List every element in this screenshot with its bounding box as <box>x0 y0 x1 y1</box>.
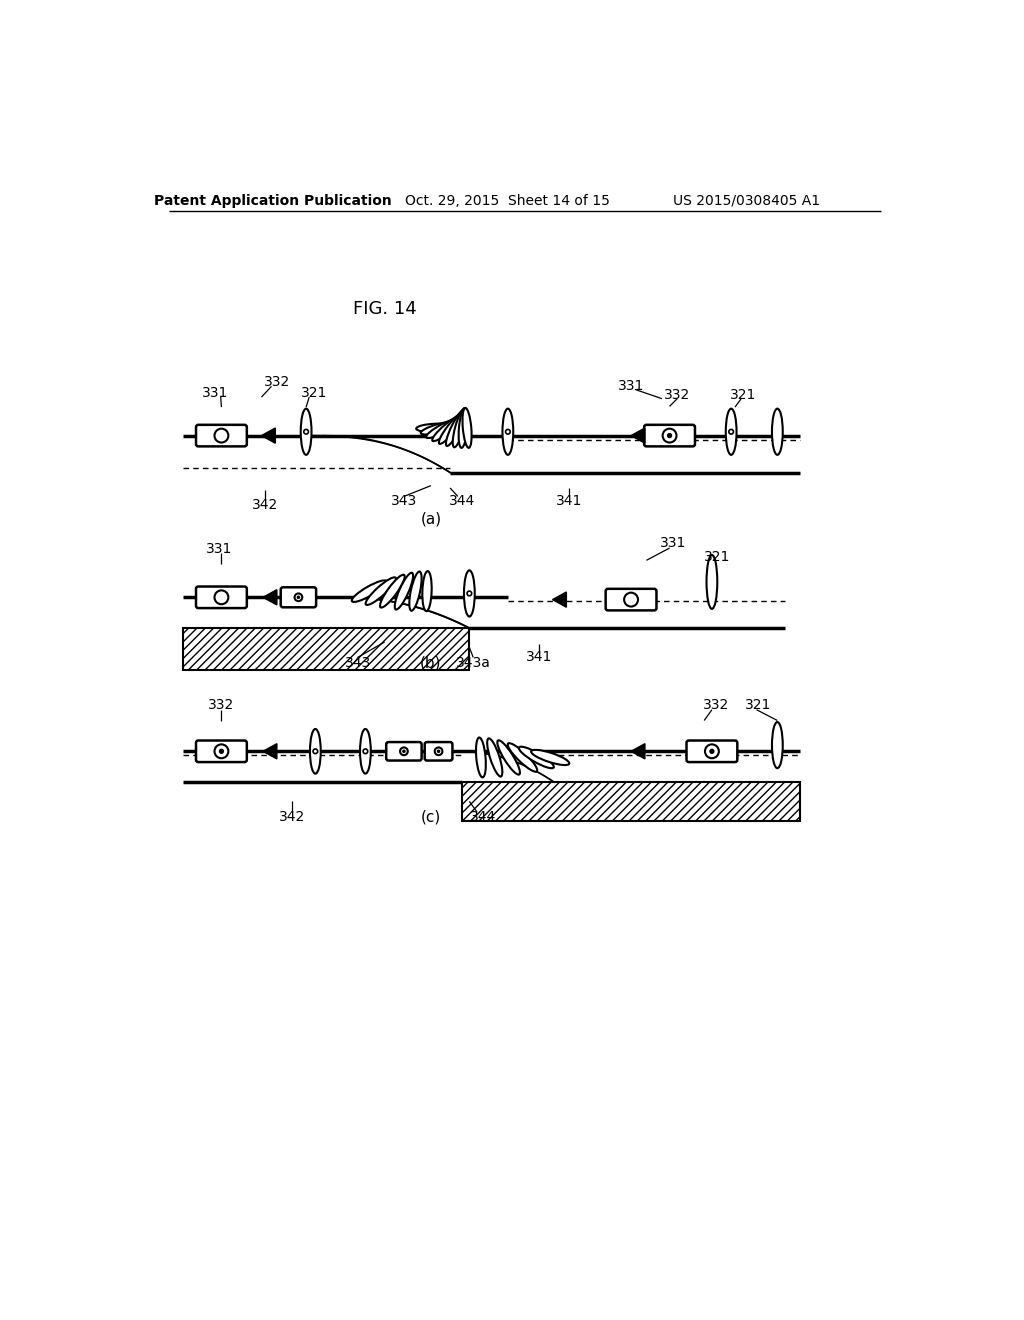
Ellipse shape <box>453 408 466 447</box>
Polygon shape <box>553 591 566 607</box>
Text: 331: 331 <box>660 536 687 550</box>
Text: 342: 342 <box>252 498 279 512</box>
Ellipse shape <box>476 738 485 777</box>
Ellipse shape <box>301 409 311 455</box>
Text: 332: 332 <box>665 388 690 401</box>
Text: 321: 321 <box>729 388 756 401</box>
Ellipse shape <box>432 414 464 441</box>
Ellipse shape <box>503 409 513 455</box>
Text: 331: 331 <box>206 541 232 556</box>
Circle shape <box>214 744 228 758</box>
Polygon shape <box>261 428 275 444</box>
Ellipse shape <box>498 741 520 775</box>
Text: FIG. 14: FIG. 14 <box>353 300 417 318</box>
Circle shape <box>304 429 308 434</box>
Text: 343: 343 <box>391 494 417 508</box>
Text: 341: 341 <box>525 651 552 664</box>
Circle shape <box>364 748 368 754</box>
Ellipse shape <box>410 572 422 611</box>
Text: 332: 332 <box>264 375 290 388</box>
Ellipse shape <box>459 408 468 447</box>
Ellipse shape <box>421 421 460 434</box>
Ellipse shape <box>352 581 387 602</box>
Text: (c): (c) <box>421 809 441 824</box>
Ellipse shape <box>445 409 465 446</box>
Ellipse shape <box>422 572 432 611</box>
FancyBboxPatch shape <box>196 425 247 446</box>
Circle shape <box>705 744 719 758</box>
Text: 332: 332 <box>702 698 729 711</box>
Ellipse shape <box>439 412 465 444</box>
Ellipse shape <box>463 408 472 447</box>
Ellipse shape <box>772 409 782 455</box>
Text: 321: 321 <box>705 550 730 564</box>
Text: 341: 341 <box>556 494 583 508</box>
FancyBboxPatch shape <box>686 741 737 762</box>
Text: Oct. 29, 2015  Sheet 14 of 15: Oct. 29, 2015 Sheet 14 of 15 <box>406 194 610 207</box>
FancyBboxPatch shape <box>196 586 247 609</box>
Circle shape <box>214 590 228 605</box>
Text: US 2015/0308405 A1: US 2015/0308405 A1 <box>673 194 820 207</box>
Circle shape <box>625 593 638 607</box>
Ellipse shape <box>487 738 503 776</box>
Ellipse shape <box>772 722 782 768</box>
Bar <box>462 781 801 821</box>
Text: Patent Application Publication: Patent Application Publication <box>155 194 392 207</box>
Circle shape <box>402 750 404 752</box>
Ellipse shape <box>416 424 457 432</box>
Circle shape <box>435 747 442 755</box>
Polygon shape <box>631 743 645 759</box>
Text: 331: 331 <box>202 387 228 400</box>
Ellipse shape <box>464 570 475 616</box>
FancyBboxPatch shape <box>425 742 453 760</box>
Circle shape <box>214 429 228 442</box>
Ellipse shape <box>366 577 396 605</box>
Text: (a): (a) <box>420 511 441 527</box>
Ellipse shape <box>426 418 462 438</box>
Ellipse shape <box>519 747 554 768</box>
Circle shape <box>506 429 510 434</box>
FancyBboxPatch shape <box>644 425 695 446</box>
Ellipse shape <box>707 554 717 609</box>
Text: 331: 331 <box>617 379 644 392</box>
Ellipse shape <box>310 729 321 774</box>
Text: 321: 321 <box>744 698 771 711</box>
Circle shape <box>437 750 439 752</box>
Text: 344: 344 <box>449 494 475 508</box>
Circle shape <box>668 434 672 437</box>
Polygon shape <box>631 428 645 444</box>
Ellipse shape <box>394 573 413 610</box>
Circle shape <box>313 748 317 754</box>
Text: 342: 342 <box>280 809 305 824</box>
Polygon shape <box>263 590 276 605</box>
FancyBboxPatch shape <box>386 742 422 760</box>
Circle shape <box>297 597 299 598</box>
Polygon shape <box>263 743 276 759</box>
Circle shape <box>710 750 714 754</box>
FancyBboxPatch shape <box>196 741 247 762</box>
FancyBboxPatch shape <box>605 589 656 610</box>
Ellipse shape <box>726 409 736 455</box>
Text: 343: 343 <box>345 656 371 669</box>
Text: 332: 332 <box>208 698 234 711</box>
Circle shape <box>219 750 223 754</box>
Circle shape <box>400 747 408 755</box>
Text: 344: 344 <box>470 809 497 824</box>
Circle shape <box>663 429 677 442</box>
Circle shape <box>467 591 472 595</box>
Text: 343a: 343a <box>456 656 490 669</box>
Text: (b): (b) <box>420 655 441 671</box>
Circle shape <box>729 429 733 434</box>
Bar <box>183 628 469 671</box>
Ellipse shape <box>360 729 371 774</box>
Ellipse shape <box>508 743 538 772</box>
Circle shape <box>295 594 302 601</box>
Ellipse shape <box>380 574 404 607</box>
Ellipse shape <box>531 750 569 766</box>
Text: 321: 321 <box>301 387 327 400</box>
FancyBboxPatch shape <box>281 587 316 607</box>
